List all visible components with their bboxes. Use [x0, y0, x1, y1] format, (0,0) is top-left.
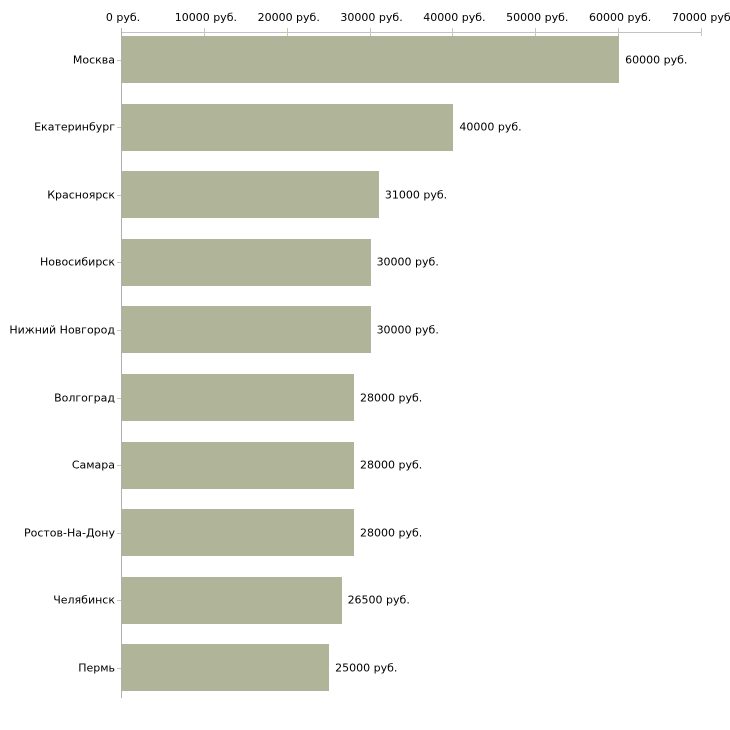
bar [122, 36, 620, 83]
category-label: Самара [71, 458, 115, 472]
x-axis-tick [618, 28, 620, 36]
category-label: Челябинск [53, 593, 115, 607]
x-axis-tick-label: 30000 руб. [340, 11, 403, 24]
x-axis-tick [701, 28, 702, 36]
bar [122, 306, 371, 354]
category-tick [117, 329, 121, 331]
category-label: Ростов-На-Дону [23, 526, 115, 540]
category-label: Красноярск [47, 188, 115, 202]
category-label: Новосибирск [39, 255, 115, 269]
x-axis-line [121, 32, 701, 33]
value-label: 28000 руб. [360, 458, 423, 472]
x-axis-tick [452, 28, 454, 36]
bar [122, 441, 354, 489]
value-label: 31000 руб. [384, 188, 448, 202]
bar [122, 238, 371, 286]
category-tick [117, 127, 121, 129]
x-axis-tick-label: 60000 руб. [589, 11, 652, 24]
category-label: Москва [72, 53, 115, 66]
category-tick [117, 262, 121, 264]
x-axis-tick-label: 40000 руб. [423, 11, 486, 24]
category-tick [117, 397, 121, 399]
x-axis-tick-label: 10000 руб. [174, 11, 237, 24]
category-label: Волгоград [54, 391, 115, 404]
x-axis-tick-label: 50000 руб. [506, 11, 569, 24]
category-tick [117, 194, 121, 196]
y-axis-line [121, 28, 122, 698]
x-axis-tick [286, 28, 288, 36]
x-axis-tick [535, 28, 537, 36]
x-axis-tick-label: 20000 руб. [257, 11, 320, 24]
x-axis-tick-label: 70000 руб. [671, 11, 730, 24]
bar [122, 374, 354, 421]
bar [122, 644, 330, 692]
x-axis-tick [203, 28, 205, 36]
category-label: Нижний Новгород [9, 323, 115, 337]
x-axis-tick-label: 0 руб. [105, 11, 141, 24]
category-tick [117, 465, 121, 467]
bar [122, 171, 379, 219]
category-label: Екатеринбург [34, 120, 115, 134]
x-axis-tick [369, 28, 371, 36]
category-tick [117, 59, 121, 61]
category-tick [117, 600, 121, 602]
category-tick [117, 532, 121, 534]
value-label: 30000 руб. [376, 255, 439, 269]
bar [122, 509, 354, 557]
bar [122, 576, 342, 624]
category-tick [117, 667, 121, 669]
value-label: 60000 руб. [625, 53, 688, 66]
value-label: 30000 руб. [376, 323, 439, 337]
value-label: 28000 руб. [360, 526, 423, 540]
value-label: 28000 руб. [360, 391, 423, 404]
bar [122, 103, 454, 151]
category-label: Пермь [78, 661, 115, 675]
value-label: 26500 руб. [347, 593, 410, 607]
value-label: 40000 руб. [459, 120, 522, 134]
value-label: 25000 руб. [335, 661, 398, 675]
